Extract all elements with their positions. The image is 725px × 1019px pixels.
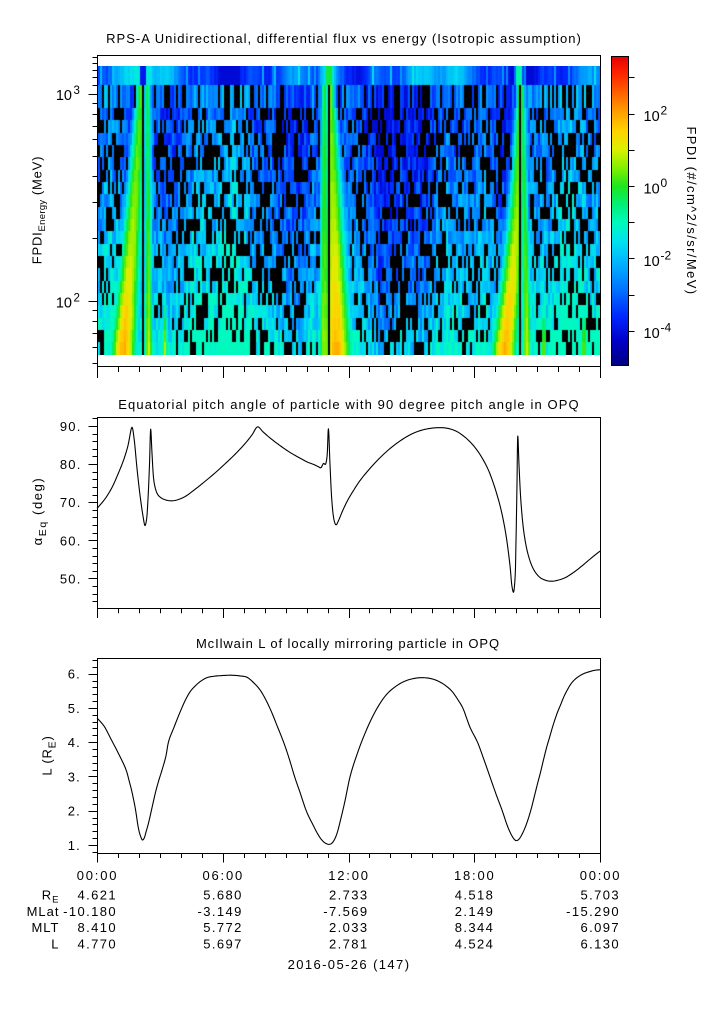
svg-text:5.703: 5.703 bbox=[580, 888, 620, 903]
svg-text:RPS-A Unidirectional, differen: RPS-A Unidirectional, differential flux … bbox=[106, 31, 582, 46]
svg-text:4.: 4. bbox=[68, 735, 81, 750]
svg-text:4.770: 4.770 bbox=[77, 937, 117, 952]
svg-text:8.344: 8.344 bbox=[455, 920, 495, 935]
svg-text:2.733: 2.733 bbox=[329, 888, 369, 903]
svg-text:MLT: MLT bbox=[31, 920, 59, 935]
svg-text:3.: 3. bbox=[68, 769, 81, 784]
svg-text:2.033: 2.033 bbox=[329, 920, 369, 935]
svg-text:L (RE): L (RE) bbox=[40, 735, 59, 775]
svg-text:2.: 2. bbox=[68, 804, 81, 819]
svg-text:L: L bbox=[51, 937, 59, 952]
svg-text:4.621: 4.621 bbox=[77, 888, 117, 903]
svg-text:00:00: 00:00 bbox=[77, 868, 119, 883]
svg-text:2: 2 bbox=[74, 293, 80, 305]
svg-text:90.: 90. bbox=[60, 419, 82, 434]
svg-text:70.: 70. bbox=[60, 495, 82, 510]
svg-text:50.: 50. bbox=[60, 571, 82, 586]
svg-text:5.772: 5.772 bbox=[203, 920, 243, 935]
svg-text:0: 0 bbox=[661, 176, 668, 190]
svg-text:RE: RE bbox=[42, 888, 60, 906]
svg-text:10: 10 bbox=[56, 88, 72, 104]
svg-text:McIlwain L of locally mirrorin: McIlwain L of locally mirroring particle… bbox=[196, 636, 500, 651]
svg-text:06:00: 06:00 bbox=[202, 868, 244, 883]
svg-text:-15.290: -15.290 bbox=[566, 904, 620, 919]
svg-text:MLat: MLat bbox=[27, 904, 60, 919]
svg-text:60.: 60. bbox=[60, 533, 82, 548]
svg-text:5.680: 5.680 bbox=[203, 888, 243, 903]
svg-text:αEq (deg): αEq (deg) bbox=[30, 477, 49, 546]
svg-text:-3.149: -3.149 bbox=[197, 904, 242, 919]
svg-text:10: 10 bbox=[644, 109, 660, 125]
svg-text:8.410: 8.410 bbox=[77, 920, 117, 935]
svg-text:3: 3 bbox=[74, 85, 80, 97]
svg-text:1.: 1. bbox=[68, 838, 81, 853]
svg-text:12:00: 12:00 bbox=[328, 868, 370, 883]
svg-text:2.781: 2.781 bbox=[329, 937, 369, 952]
svg-text:2: 2 bbox=[661, 104, 668, 118]
svg-text:00:00: 00:00 bbox=[580, 868, 622, 883]
svg-text:2.149: 2.149 bbox=[455, 904, 495, 919]
svg-text:10: 10 bbox=[644, 326, 660, 342]
svg-text:18:00: 18:00 bbox=[454, 868, 496, 883]
svg-text:4.518: 4.518 bbox=[455, 888, 495, 903]
svg-text:-4: -4 bbox=[661, 321, 672, 335]
svg-text:6.130: 6.130 bbox=[580, 937, 620, 952]
svg-text:6.: 6. bbox=[68, 667, 81, 682]
svg-text:6.097: 6.097 bbox=[580, 920, 620, 935]
svg-text:FPDI (#/cm^2/s/sr/MeV): FPDI (#/cm^2/s/sr/MeV) bbox=[684, 126, 699, 295]
svg-text:4.524: 4.524 bbox=[455, 937, 495, 952]
svg-text:-10.180: -10.180 bbox=[63, 904, 117, 919]
svg-text:FPDIEnergy (MeV): FPDIEnergy (MeV) bbox=[30, 156, 49, 265]
svg-text:-7.569: -7.569 bbox=[323, 904, 368, 919]
svg-text:10: 10 bbox=[644, 181, 660, 197]
svg-text:5.697: 5.697 bbox=[203, 937, 243, 952]
svg-text:5.: 5. bbox=[68, 701, 81, 716]
svg-text:2016-05-26 (147): 2016-05-26 (147) bbox=[288, 957, 411, 972]
svg-text:10: 10 bbox=[644, 254, 660, 270]
svg-text:-2: -2 bbox=[661, 248, 672, 262]
svg-text:10: 10 bbox=[56, 296, 72, 312]
svg-text:80.: 80. bbox=[60, 457, 82, 472]
svg-text:Equatorial pitch angle of part: Equatorial pitch angle of particle with … bbox=[118, 397, 579, 412]
